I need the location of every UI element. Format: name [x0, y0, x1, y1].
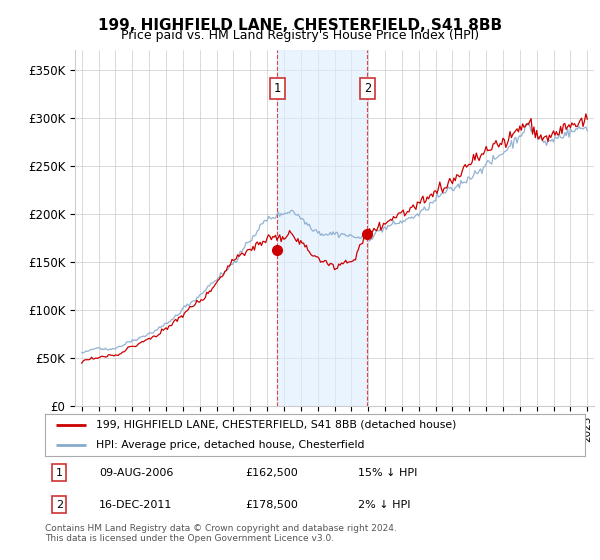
Text: 2: 2	[56, 500, 63, 510]
Bar	[277, 50, 367, 406]
Text: £162,500: £162,500	[245, 468, 298, 478]
Text: HPI: Average price, detached house, Chesterfield: HPI: Average price, detached house, Ches…	[96, 440, 365, 450]
Text: £178,500: £178,500	[245, 500, 298, 510]
Text: 1: 1	[274, 82, 281, 95]
Text: 09-AUG-2006: 09-AUG-2006	[99, 468, 173, 478]
Text: 2: 2	[364, 82, 371, 95]
Text: 15% ↓ HPI: 15% ↓ HPI	[358, 468, 418, 478]
Text: 16-DEC-2011: 16-DEC-2011	[99, 500, 172, 510]
Text: Price paid vs. HM Land Registry's House Price Index (HPI): Price paid vs. HM Land Registry's House …	[121, 29, 479, 42]
Text: 199, HIGHFIELD LANE, CHESTERFIELD, S41 8BB (detached house): 199, HIGHFIELD LANE, CHESTERFIELD, S41 8…	[96, 420, 457, 430]
Text: Contains HM Land Registry data © Crown copyright and database right 2024.
This d: Contains HM Land Registry data © Crown c…	[45, 524, 397, 543]
Text: 199, HIGHFIELD LANE, CHESTERFIELD, S41 8BB: 199, HIGHFIELD LANE, CHESTERFIELD, S41 8…	[98, 18, 502, 33]
Text: 1: 1	[56, 468, 63, 478]
Text: 2% ↓ HPI: 2% ↓ HPI	[358, 500, 410, 510]
